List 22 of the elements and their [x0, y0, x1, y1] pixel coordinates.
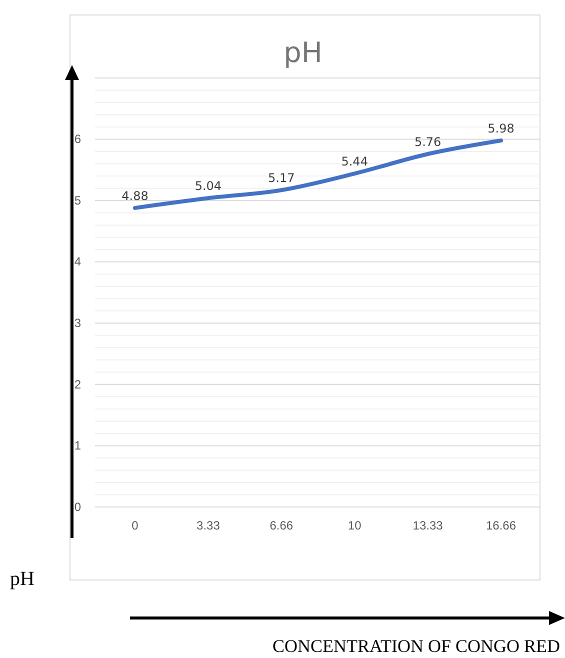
data-label: 5.04	[194, 179, 222, 194]
text: CONCENTRATION OF CONGO RED	[272, 636, 560, 656]
y-tick-label: 3	[74, 316, 82, 330]
chart-title: pH	[284, 36, 322, 69]
y-axis-title: pH	[10, 568, 34, 590]
y-tick-label: 5	[74, 193, 82, 208]
x-tick-label: 0	[132, 518, 139, 533]
x-tick-label: 3.33	[196, 518, 220, 533]
data-label: 5.17	[268, 171, 295, 186]
y-tick-label: 4	[74, 254, 82, 269]
data-label: 5.98	[488, 122, 514, 136]
y-tick-label: 0	[74, 500, 82, 514]
x-tick-label: 6.66	[270, 518, 294, 533]
y-tick-label: 1	[74, 438, 82, 453]
y-tick-label: 6	[74, 132, 82, 146]
data-label: 5.76	[414, 134, 442, 149]
x-tick-label: 13.33	[412, 518, 444, 533]
y-tick-label: 2	[74, 377, 82, 392]
x-tick-label: 10	[348, 518, 362, 533]
data-label: 4.88	[122, 188, 148, 203]
x-tick-label: 16.66	[486, 518, 516, 533]
data-label: 5.44	[341, 154, 368, 169]
